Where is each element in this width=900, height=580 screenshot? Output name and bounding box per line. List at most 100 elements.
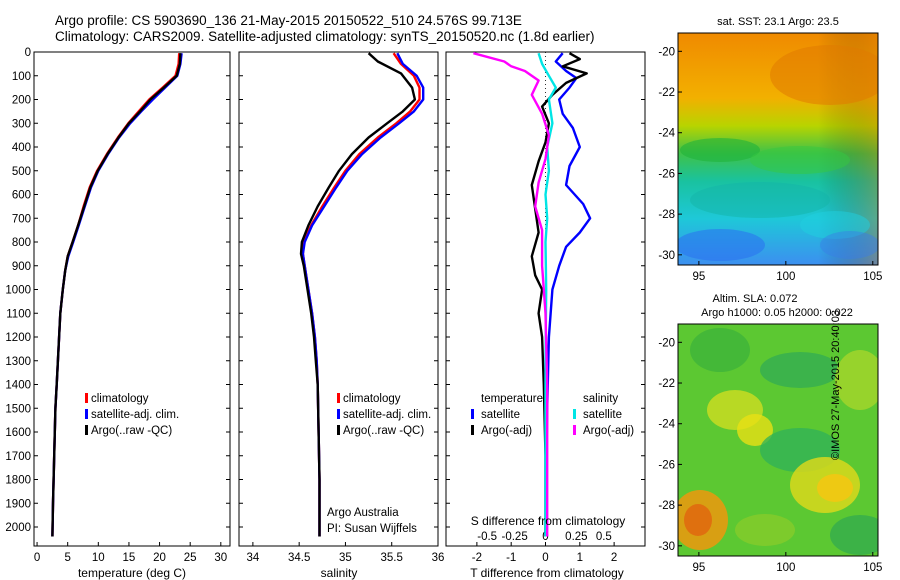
- series-line: [51, 53, 183, 537]
- map-y-tick-label: -26: [658, 459, 675, 471]
- sst-map-frame: [677, 32, 879, 266]
- x-tick-label: -1: [506, 552, 516, 564]
- x-tick-label: 2: [611, 552, 617, 564]
- sla-map: [678, 324, 878, 556]
- y-tick-label: 100: [12, 71, 31, 83]
- legend-label-climatology: climatology: [91, 393, 149, 405]
- s-tick-label: 0: [542, 531, 548, 543]
- map-x-tick-label: 105: [863, 562, 882, 574]
- difference-legend: temperature satellite Argo(-adj) salinit…: [471, 393, 634, 437]
- legend-label-t-satellite: satellite: [481, 409, 520, 421]
- legend-swatch-satellite: [85, 409, 88, 419]
- map-y-tick-label: -26: [658, 168, 675, 180]
- series-line: [301, 52, 425, 537]
- y-tick-label: 400: [12, 142, 31, 154]
- y-tick-label: 1700: [5, 451, 31, 463]
- x-tick-label: 0: [34, 552, 40, 564]
- salinity-xlabel: salinity: [321, 566, 358, 580]
- series-line: [51, 53, 182, 537]
- legend-swatch-argo: [337, 425, 340, 435]
- difference-top-xlabel: S difference from climatology: [471, 514, 626, 528]
- argo-australia-label: Argo Australia: [327, 507, 399, 519]
- x-tick-label: 10: [92, 552, 105, 564]
- legend-title-temperature: temperature: [481, 393, 543, 405]
- y-tick-label: 1300: [5, 356, 31, 368]
- temperature-axes: 0100200300400500600700800900100011001200…: [5, 47, 230, 564]
- y-tick-label: 1400: [5, 380, 31, 392]
- y-tick-label: 700: [12, 213, 31, 225]
- x-tick-label: 5: [64, 552, 70, 564]
- sla-label-2: Argo h1000: 0.05 h2000: 0.022: [701, 307, 853, 319]
- y-tick-label: 800: [12, 237, 31, 249]
- map-y-tick-label: -28: [658, 209, 675, 221]
- legend-swatch-t-argo: [471, 425, 474, 435]
- map-y-tick-label: -22: [658, 87, 675, 99]
- series-line: [51, 53, 181, 537]
- map-y-tick-label: -28: [658, 500, 675, 512]
- sst-map: [678, 33, 878, 265]
- y-tick-label: 500: [12, 166, 31, 178]
- imos-timestamp: ©IMOS 27-May-2015 20:40:03: [830, 310, 842, 460]
- x-tick-label: 20: [153, 552, 166, 564]
- pi-label: PI: Susan Wijffels: [327, 523, 417, 535]
- series-line: [473, 52, 551, 537]
- map-x-tick-label: 95: [692, 271, 705, 283]
- climatology-title: Climatology: CARS2009. Satellite-adjuste…: [55, 29, 595, 44]
- x-tick-label: 35: [339, 552, 352, 564]
- legend-label-s-satellite: satellite: [583, 409, 622, 421]
- map-x-tick-label: 95: [692, 562, 705, 574]
- map-y-tick-label: -20: [658, 337, 675, 349]
- map-x-tick-label: 105: [863, 271, 882, 283]
- salinity-axes: 34 34.5 35 35.5 36: [239, 51, 445, 564]
- y-tick-label: 1800: [5, 475, 31, 487]
- sla-label-1: Altim. SLA: 0.072: [713, 293, 798, 305]
- legend-swatch-s-argo: [573, 425, 576, 435]
- y-tick-label: 1000: [5, 285, 31, 297]
- series-line: [530, 52, 588, 537]
- map-y-tick-label: -24: [658, 419, 675, 431]
- sla-map-axes: -20 -22 -24 -26 -28 -30 95 100 105: [658, 337, 882, 574]
- legend-label-satellite: satellite-adj. clim.: [343, 409, 431, 421]
- x-tick-label: 35.5: [381, 552, 403, 564]
- legend-label-s-argo: Argo(-adj): [583, 425, 634, 437]
- y-tick-label: 0: [25, 47, 31, 59]
- y-tick-label: 200: [12, 95, 31, 107]
- x-tick-label: 1: [577, 552, 583, 564]
- temperature-legend: climatology satellite-adj. clim. Argo(..…: [85, 393, 179, 437]
- legend-label-climatology: climatology: [343, 393, 401, 405]
- y-tick-label: 1500: [5, 403, 31, 415]
- map-y-tick-label: -24: [658, 128, 675, 140]
- legend-swatch-s-satellite: [573, 409, 576, 419]
- map-x-tick-label: 100: [776, 271, 795, 283]
- legend-swatch-argo: [85, 425, 88, 435]
- y-tick-label: 300: [12, 118, 31, 130]
- y-tick-label: 1600: [5, 427, 31, 439]
- salinity-panel-frame: [238, 51, 439, 547]
- temperature-xlabel: temperature (deg C): [78, 566, 186, 580]
- legend-label-argo: Argo(..raw -QC): [343, 425, 424, 437]
- difference-xlabel: T difference from climatology: [470, 566, 624, 580]
- y-tick-label: 900: [12, 261, 31, 273]
- legend-swatch-climatology: [85, 393, 88, 403]
- legend-swatch-t-satellite: [471, 409, 474, 419]
- x-tick-label: -2: [472, 552, 482, 564]
- y-tick-label: 1900: [5, 498, 31, 510]
- legend-label-satellite: satellite-adj. clim.: [91, 409, 179, 421]
- series-line: [299, 52, 417, 537]
- legend-label-t-argo: Argo(-adj): [481, 425, 532, 437]
- s-tick-label: -0.5: [477, 531, 497, 543]
- legend-swatch-satellite: [337, 409, 340, 419]
- map-x-tick-label: 100: [776, 562, 795, 574]
- y-tick-label: 2000: [5, 522, 31, 534]
- x-tick-label: 36: [432, 552, 445, 564]
- x-tick-label: 34.5: [288, 552, 310, 564]
- y-tick-label: 600: [12, 190, 31, 202]
- temperature-panel-frame: [33, 51, 231, 547]
- y-tick-label: 1200: [5, 332, 31, 344]
- series-line: [544, 52, 592, 537]
- s-tick-label: 0.25: [565, 531, 587, 543]
- difference-series: [473, 52, 592, 537]
- sst-map-label: sat. SST: 23.1 Argo: 23.5: [717, 16, 839, 28]
- legend-swatch-climatology: [337, 393, 340, 403]
